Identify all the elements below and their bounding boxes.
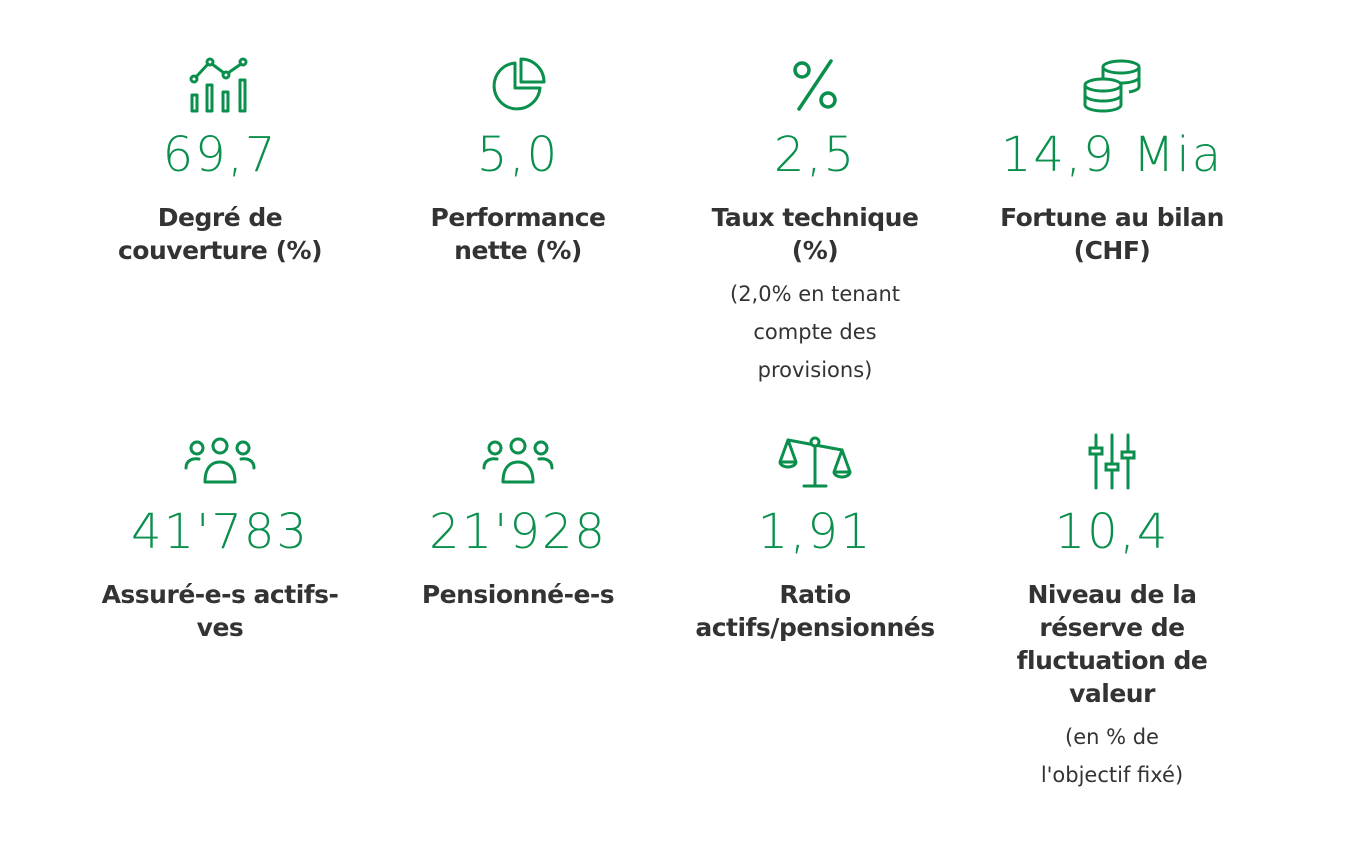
stat-performance: 5,0 Performance nette (%) <box>378 55 658 267</box>
stat-label: Performance nette (%) <box>430 203 606 265</box>
stat-value: 21'928 <box>429 504 607 560</box>
stat-pensioners: 21'928 Pensionné-e-s <box>378 432 658 611</box>
stat-label: Assuré-e-s actifs-ves <box>101 580 339 642</box>
stat-technical-rate: 2,5 Taux technique (%) (2,0% en tenant c… <box>675 55 955 389</box>
pie-chart-icon <box>478 55 558 115</box>
stat-value: 14,9 Mia <box>1000 127 1224 183</box>
stat-ratio: 1,91 Ratio actifs/pensionnés <box>675 432 955 644</box>
stat-label: Taux technique (%) <box>711 203 919 265</box>
stat-value: 10,4 <box>1054 504 1170 560</box>
stat-value: 69,7 <box>162 127 278 183</box>
sliders-icon <box>1072 432 1152 492</box>
stat-label: Degré de couverture (%) <box>117 203 323 265</box>
stat-value: 41'783 <box>131 504 309 560</box>
percent-icon <box>775 55 855 115</box>
people-group-icon <box>180 432 260 492</box>
stat-note: (2,0% en tenant compte des provisions) <box>730 282 900 382</box>
stat-active-insured: 41'783 Assuré-e-s actifs-ves <box>80 432 360 644</box>
people-group-icon <box>478 432 558 492</box>
line-bar-chart-icon <box>180 55 260 115</box>
stat-fluctuation-reserve: 10,4 Niveau de la réserve de fluctuation… <box>972 432 1252 794</box>
stat-label: Ratio actifs/pensionnés <box>695 580 935 642</box>
stat-balance-sheet: 14,9 Mia Fortune au bilan (CHF) <box>972 55 1252 267</box>
stat-label: Pensionné-e-s <box>421 580 615 609</box>
stat-coverage: 69,7 Degré de couverture (%) <box>80 55 360 267</box>
stat-value: 2,5 <box>773 127 857 183</box>
stat-label: Niveau de la réserve de fluctuation de v… <box>1016 580 1208 708</box>
stat-value: 1,91 <box>757 504 873 560</box>
balance-scale-icon <box>775 432 855 492</box>
stat-note: (en % de l'objectif fixé) <box>1040 725 1184 787</box>
stat-label: Fortune au bilan (CHF) <box>1000 203 1224 265</box>
coins-stack-icon <box>1072 55 1152 115</box>
stat-value: 5,0 <box>476 127 560 183</box>
